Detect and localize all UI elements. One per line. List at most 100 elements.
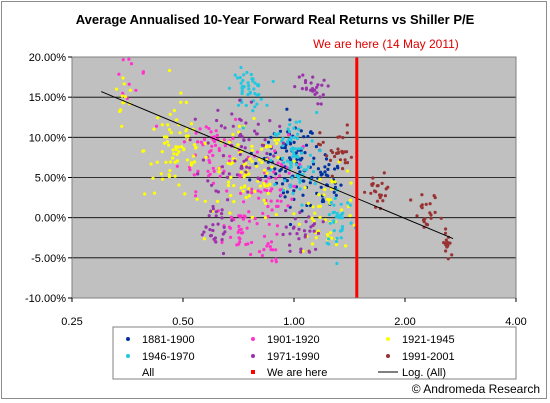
point-1921-1945 [149, 162, 153, 166]
point-1946-1970 [291, 146, 295, 150]
point-1921-1945 [237, 130, 241, 134]
point-1881-1900 [324, 157, 329, 161]
point-1921-1945 [333, 180, 337, 184]
point-1901-1920 [217, 148, 221, 153]
point-1901-1920 [278, 174, 282, 178]
point-1946-1970 [310, 139, 314, 143]
point-1921-1945 [194, 145, 198, 149]
point-1971-1990 [284, 209, 288, 213]
point-1946-1970 [332, 210, 337, 214]
point-1971-1990 [281, 232, 285, 237]
point-1946-1970 [269, 158, 273, 162]
point-1921-1945 [227, 140, 232, 144]
point-1991-2001 [318, 131, 322, 135]
point-1971-1990 [230, 112, 234, 116]
point-1921-1945 [344, 244, 348, 248]
point-1971-1990 [239, 132, 243, 137]
point-1901-1920 [199, 140, 203, 144]
point-1946-1970 [281, 156, 285, 160]
point-1921-1945 [167, 68, 172, 73]
legend-label: 1901-1920 [267, 334, 320, 346]
point-1991-2001 [429, 216, 433, 220]
point-1946-1970 [255, 102, 259, 106]
point-1921-1945 [155, 160, 159, 164]
point-1921-1945 [250, 215, 254, 219]
point-1921-1945 [168, 112, 172, 116]
point-1971-1990 [239, 145, 244, 149]
point-1971-1990 [202, 230, 206, 234]
point-1971-1990 [256, 122, 260, 126]
point-1946-1970 [349, 221, 353, 225]
point-1901-1920 [262, 248, 266, 252]
point-1946-1970 [235, 76, 240, 80]
point-1946-1970 [332, 219, 336, 223]
point-1946-1970 [236, 103, 241, 107]
point-1881-1900 [303, 151, 307, 155]
point-1921-1945 [174, 147, 178, 152]
point-1901-1920 [234, 117, 238, 121]
x-tick-label: 0.50 [172, 316, 193, 328]
point-1901-1920 [209, 130, 213, 134]
point-1881-1900 [314, 145, 318, 149]
point-1991-2001 [444, 249, 448, 253]
point-1946-1970 [298, 180, 302, 184]
point-1971-1990 [284, 225, 288, 229]
point-1946-1970 [295, 154, 299, 158]
point-1921-1945 [252, 116, 256, 121]
point-1901-1920 [231, 136, 235, 140]
point-1921-1945 [202, 237, 206, 241]
point-1971-1990 [220, 216, 224, 220]
point-1946-1970 [308, 153, 312, 157]
point-1921-1945 [243, 184, 247, 188]
point-1971-1990 [293, 217, 297, 221]
legend-label: 1971-1990 [267, 351, 320, 363]
point-1901-1920 [238, 237, 242, 241]
point-1921-1945 [232, 184, 236, 188]
point-1971-1990 [246, 190, 250, 194]
point-1901-1920 [212, 169, 216, 173]
point-1921-1945 [241, 189, 245, 193]
point-1971-1990 [288, 249, 292, 253]
point-1971-1990 [206, 141, 210, 145]
point-1921-1945 [334, 243, 339, 247]
point-1971-1990 [208, 228, 212, 232]
y-tick-label: 20.00% [29, 52, 67, 64]
legend-label: 1921-1945 [402, 334, 455, 346]
point-1971-1990 [200, 233, 204, 237]
point-1971-1990 [233, 159, 237, 163]
point-1901-1920 [213, 143, 218, 147]
point-1971-1990 [322, 78, 326, 82]
point-1971-1990 [238, 117, 242, 121]
point-1921-1945 [164, 160, 168, 164]
legend-box [112, 326, 517, 380]
point-1921-1945 [313, 211, 317, 215]
point-1991-2001 [378, 196, 382, 200]
point-1901-1920 [275, 224, 280, 228]
point-1921-1945 [180, 145, 184, 149]
point-1971-1990 [263, 138, 267, 142]
point-1991-2001 [338, 158, 342, 162]
point-1921-1945 [318, 177, 322, 181]
point-1921-1945 [177, 183, 181, 187]
point-1921-1945 [159, 172, 163, 176]
x-tick-label: 2.00 [394, 316, 415, 328]
point-1921-1945 [310, 242, 315, 246]
point-1971-1990 [238, 152, 242, 157]
point-1971-1990 [212, 237, 216, 241]
we-are-here-annotation: We are here (14 May 2011) [313, 37, 459, 51]
point-1921-1945 [165, 135, 169, 139]
point-1901-1920 [194, 194, 198, 198]
point-1971-1990 [300, 87, 304, 91]
point-1971-1990 [201, 158, 205, 162]
point-1971-1990 [248, 166, 252, 170]
point-1881-1900 [332, 190, 336, 194]
point-1921-1945 [120, 94, 124, 98]
point-1921-1945 [226, 161, 230, 165]
point-1921-1945 [128, 88, 132, 92]
point-1971-1990 [210, 183, 214, 187]
point-1946-1970 [281, 136, 285, 141]
point-1971-1990 [319, 102, 323, 106]
point-1921-1945 [324, 218, 328, 222]
point-1921-1945 [266, 191, 270, 196]
